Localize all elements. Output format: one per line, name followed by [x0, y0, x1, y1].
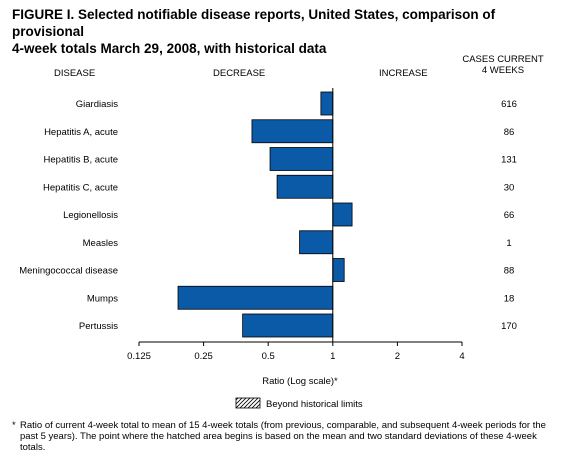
bar — [299, 230, 334, 255]
footnote: * Ratio of current 4-week total to mean … — [12, 420, 560, 453]
chart-title: FIGURE I. Selected notifiable disease re… — [12, 6, 562, 57]
x-tick-label: 4 — [459, 351, 464, 362]
cases-value: 30 — [504, 182, 515, 193]
bar — [320, 91, 334, 116]
category-label: Legionellosis — [63, 210, 118, 221]
cases-value: 170 — [501, 321, 517, 332]
decrease-header: DECREASE — [213, 68, 266, 79]
disease-column-header: DISEASE — [54, 68, 96, 79]
bar — [177, 285, 334, 310]
bar — [332, 258, 345, 282]
footnote-text: Ratio of current 4-week total to mean of… — [20, 420, 546, 453]
footnote-marker: * — [12, 420, 16, 431]
x-tick-label: 0.125 — [127, 351, 151, 362]
cases-header-line-1: CASES CURRENT — [462, 54, 544, 65]
legend-label: Beyond historical limits — [266, 399, 363, 410]
cases-value: 616 — [501, 99, 517, 110]
x-axis: 0.125 0.25 0.5 1 2 4 — [127, 88, 465, 362]
bar — [251, 119, 334, 144]
bar — [276, 174, 334, 199]
bar — [332, 202, 353, 227]
legend: Beyond historical limits — [235, 397, 363, 410]
category-label: Giardiasis — [76, 99, 118, 110]
x-tick-label: 0.25 — [194, 351, 213, 362]
cases-value: 131 — [501, 155, 517, 166]
category-label: Meningococcal disease — [19, 266, 118, 277]
category-label: Hepatitis B, acute — [44, 155, 118, 166]
increase-header: INCREASE — [379, 68, 428, 79]
cases-header-line-2: 4 WEEKS — [481, 65, 525, 76]
cases-value: 86 — [504, 127, 515, 138]
category-label: Pertussis — [79, 321, 118, 332]
cases-value: 88 — [504, 266, 515, 277]
category-label: Hepatitis C, acute — [43, 182, 118, 193]
bars-layer — [177, 91, 353, 338]
cases-value: 18 — [504, 293, 515, 304]
chart-title-line-2: 4-week totals March 29, 2008, with histo… — [12, 41, 327, 56]
cases-value: 1 — [506, 238, 511, 249]
x-tick-label: 1 — [330, 351, 335, 362]
x-axis-label: Ratio (Log scale)* — [262, 376, 338, 387]
chart-title-line-1: FIGURE I. Selected notifiable disease re… — [12, 7, 496, 39]
category-label: Mumps — [87, 293, 118, 304]
x-tick-label: 0.5 — [262, 351, 275, 362]
x-tick-label: 2 — [395, 351, 400, 362]
legend-hatch-swatch — [235, 397, 261, 409]
cases-value: 66 — [504, 210, 515, 221]
bar — [242, 313, 334, 338]
bar — [269, 147, 334, 171]
category-label: Hepatitis A, acute — [44, 127, 118, 138]
category-label: Measles — [83, 238, 119, 249]
cases-column-header: CASES CURRENT 4 WEEKS — [458, 54, 548, 76]
labels-layer: Giardiasis 616 Hepatitis A, acute 86 Hepatit… — [19, 99, 517, 332]
